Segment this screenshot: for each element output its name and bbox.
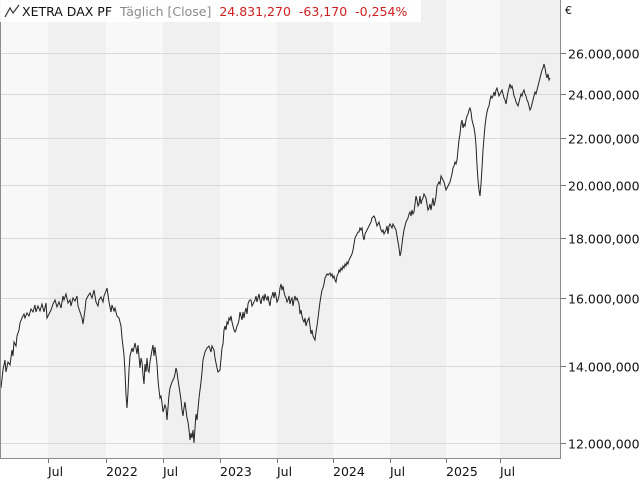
x-tick	[446, 459, 447, 463]
y-tick-label: 18.000,000	[568, 231, 640, 247]
y-tick-label: 26.000,000	[568, 46, 640, 62]
y-tick	[561, 94, 566, 95]
x-tick-label: Jul	[277, 464, 293, 479]
x-tick	[390, 459, 391, 463]
price-chart	[0, 0, 561, 459]
y-tick	[561, 443, 566, 444]
y-tick	[561, 298, 566, 299]
y-tick-label: 24.000,000	[568, 87, 640, 103]
x-tick	[106, 459, 107, 463]
y-tick	[561, 238, 566, 239]
grid-lines	[0, 53, 561, 444]
interval-mode: Täglich [Close]	[120, 3, 212, 19]
price-change-percent: -0,254%	[355, 3, 408, 19]
y-tick-label: 20.000,000	[568, 178, 640, 194]
x-tick-label: 2025	[446, 464, 478, 479]
price-change: -63,170	[298, 3, 348, 19]
y-tick	[561, 366, 566, 367]
x-tick	[277, 459, 278, 463]
last-price: 24.831,270	[219, 3, 291, 19]
x-tick-label: 2023	[220, 464, 252, 479]
x-tick	[163, 459, 164, 463]
currency-label: €	[565, 4, 572, 17]
x-tick-label: Jul	[390, 464, 406, 479]
y-tick	[561, 53, 566, 54]
y-tick-label: 12.000,000	[568, 436, 640, 452]
x-tick	[48, 459, 49, 463]
instrument-name: XETRA DAX PF	[22, 3, 113, 19]
y-tick-label: 16.000,000	[568, 291, 640, 307]
y-tick	[561, 185, 566, 186]
x-tick-label: 2024	[333, 464, 365, 479]
chart-plot-area[interactable]	[0, 0, 561, 459]
chart-header: XETRA DAX PF Täglich [Close] 24.831,270 …	[0, 0, 422, 22]
y-tick	[561, 138, 566, 139]
x-tick-label: 2022	[106, 464, 138, 479]
line-chart-icon	[4, 4, 20, 18]
y-tick-label: 14.000,000	[568, 359, 640, 375]
x-tick	[333, 459, 334, 463]
x-tick	[220, 459, 221, 463]
price-line	[0, 63, 551, 444]
x-tick	[500, 459, 501, 463]
x-tick-label: Jul	[48, 464, 64, 479]
x-tick-label: Jul	[500, 464, 516, 479]
y-axis: € 26.000,000 24.000,000 22.000,000 20.00…	[561, 0, 640, 459]
x-tick-label: Jul	[163, 464, 179, 479]
y-tick-label: 22.000,000	[568, 131, 640, 147]
